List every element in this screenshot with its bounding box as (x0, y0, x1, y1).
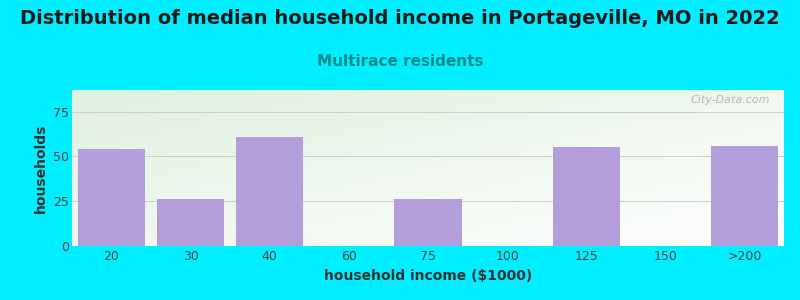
Bar (157, 200, 224, 246)
Text: Distribution of median household income in Portageville, MO in 2022: Distribution of median household income … (20, 9, 780, 28)
Bar (394, 200, 462, 246)
Text: Multirace residents: Multirace residents (317, 54, 483, 69)
Bar (236, 136, 303, 246)
Bar (711, 146, 778, 246)
X-axis label: household income ($1000): household income ($1000) (324, 269, 532, 283)
Bar (553, 147, 620, 246)
Text: City-Data.com: City-Data.com (690, 95, 770, 105)
Bar (78, 149, 145, 246)
Y-axis label: households: households (34, 123, 48, 213)
